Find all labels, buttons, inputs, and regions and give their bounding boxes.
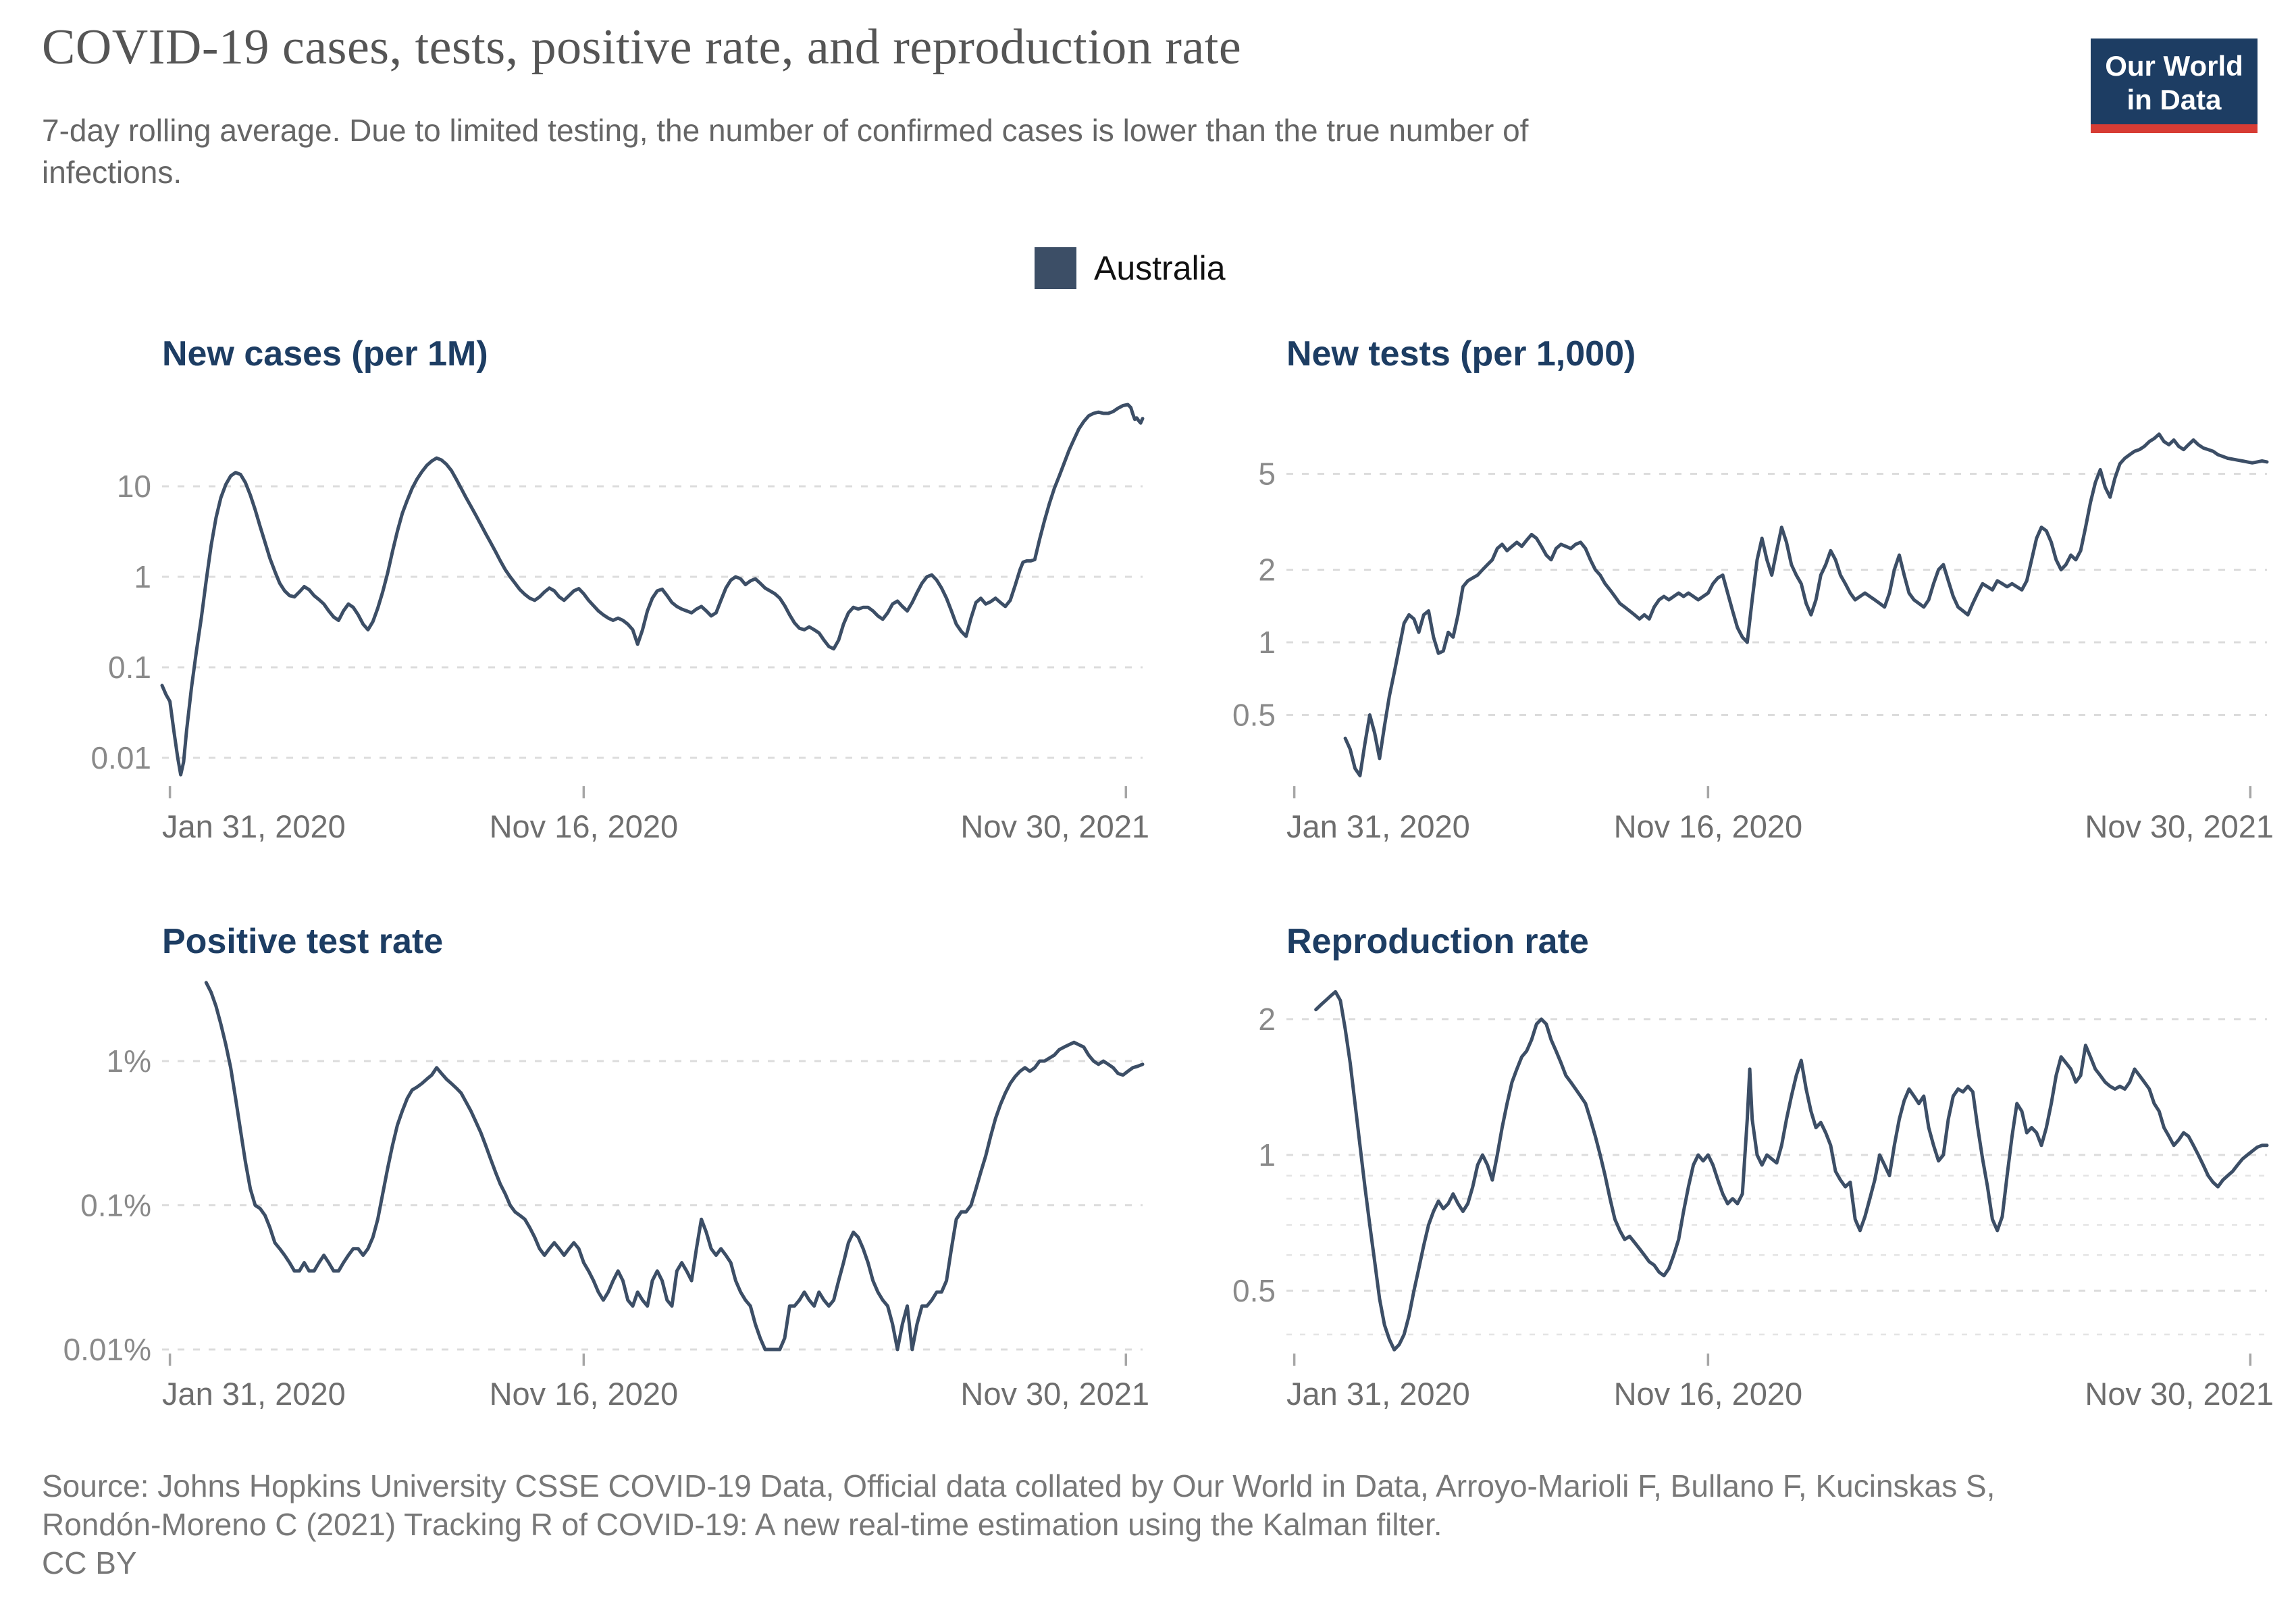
- x-axis-label: Jan 31, 2020: [162, 1376, 346, 1412]
- x-axis-label: Nov 30, 2021: [960, 1376, 1149, 1412]
- series-line-australia: [1343, 432, 2269, 777]
- x-axis-label: Jan 31, 2020: [162, 808, 346, 844]
- chart-title-positive-rate: Positive test rate: [162, 922, 444, 961]
- y-axis-label-0.1: 0.1: [108, 650, 151, 685]
- y-axis-label-0.01%: 0.01%: [63, 1332, 151, 1367]
- owid-logo-line1: Our World: [2105, 50, 2243, 82]
- source-line2: Rondón-Moreno C (2021) Tracking R of COV…: [42, 1507, 1442, 1542]
- series-line-australia: [1314, 989, 2269, 1352]
- y-axis-label-1: 1: [1258, 625, 1276, 660]
- x-axis-label: Nov 30, 2021: [960, 808, 1149, 844]
- series-line-australia: [204, 981, 1145, 1352]
- y-axis-label-1: 1: [1258, 1137, 1276, 1173]
- y-axis-label-1%: 1%: [107, 1044, 151, 1079]
- y-axis-label-10: 10: [117, 469, 151, 504]
- x-axis-label: Nov 16, 2020: [1614, 1376, 1803, 1412]
- y-axis-label-0.1%: 0.1%: [80, 1188, 151, 1223]
- y-axis-label-0.5: 0.5: [1232, 697, 1276, 732]
- x-axis-label: Jan 31, 2020: [1286, 808, 1470, 844]
- legend-swatch-australia: [1035, 247, 1076, 289]
- owid-logo-line2: in Data: [2127, 84, 2222, 115]
- owid-logo: Our World in Data: [2091, 38, 2258, 133]
- x-axis-label: Nov 16, 2020: [1614, 808, 1803, 844]
- chart-title-new-tests: New tests (per 1,000): [1286, 334, 1636, 374]
- y-axis-label-2: 2: [1258, 552, 1276, 588]
- source-line1: Source: Johns Hopkins University CSSE CO…: [42, 1468, 1995, 1503]
- x-axis-label: Nov 16, 2020: [490, 808, 679, 844]
- chart-title-new-cases: New cases (per 1M): [162, 334, 488, 374]
- owid-logo-red-bar: [2091, 124, 2258, 133]
- page-title: COVID-19 cases, tests, positive rate, an…: [42, 20, 1242, 75]
- y-axis-label-0.5: 0.5: [1232, 1273, 1276, 1308]
- series-line-australia: [160, 403, 1145, 777]
- owid-logo-text: Our World in Data: [2091, 49, 2258, 117]
- x-axis-label: Nov 30, 2021: [2085, 808, 2274, 844]
- y-axis-label-1: 1: [134, 559, 151, 594]
- y-axis-label-5: 5: [1258, 456, 1276, 491]
- source-line3: CC BY: [42, 1545, 137, 1580]
- chart-title-reproduction-rate: Reproduction rate: [1286, 922, 1589, 961]
- source-note: Source: Johns Hopkins University CSSE CO…: [42, 1467, 2270, 1583]
- x-axis-label: Jan 31, 2020: [1286, 1376, 1470, 1412]
- legend-label-australia: Australia: [1094, 249, 1226, 287]
- x-axis-label: Nov 30, 2021: [2085, 1376, 2274, 1412]
- x-axis-label: Nov 16, 2020: [490, 1376, 679, 1412]
- page-subtitle: 7-day rolling average. Due to limited te…: [42, 113, 1529, 190]
- y-axis-label-0.01: 0.01: [90, 740, 151, 775]
- y-axis-label-2: 2: [1258, 1002, 1276, 1037]
